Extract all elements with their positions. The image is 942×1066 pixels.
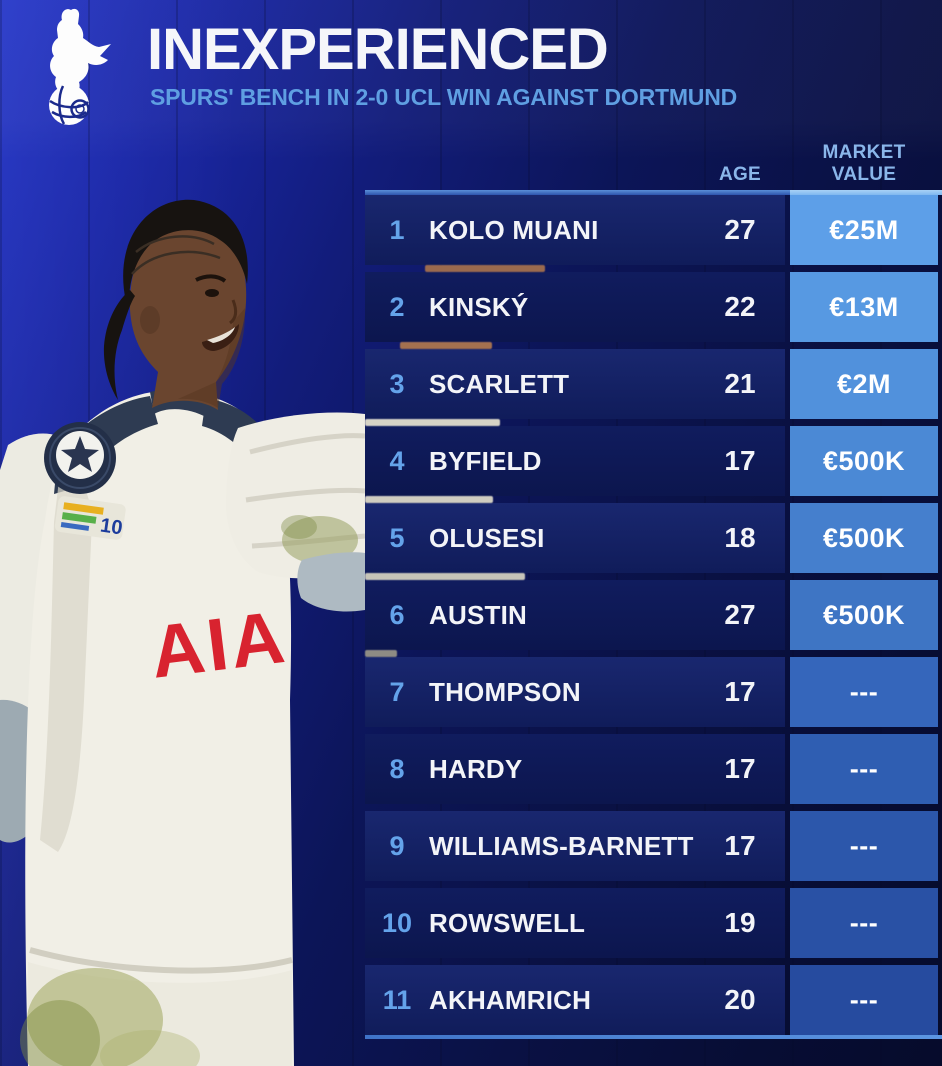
rank-cell: 1: [389, 214, 405, 245]
market-value-cell: €500K: [790, 426, 938, 496]
player-name-cell: KINSKÝ: [429, 291, 529, 322]
market-value-cell: ---: [790, 965, 938, 1035]
player-name-cell: THOMPSON: [429, 676, 581, 707]
rank-cell: 8: [389, 753, 405, 784]
market-value-column-header: MARKET VALUE: [790, 142, 938, 186]
player-name-cell: ROWSWELL: [429, 907, 586, 938]
table-row: 6 AUSTIN 27 €500K: [365, 580, 942, 650]
tottenham-crest-icon: [49, 8, 111, 125]
market-value-header-line2: VALUE: [831, 164, 897, 185]
row-main-section: 9 WILLIAMS-BARNETT 17: [365, 811, 785, 881]
photo-peek-strip: [365, 650, 397, 657]
row-main-section: 11 AKHAMRICH 20: [365, 965, 785, 1035]
row-main-section: 1 KOLO MUANI 27: [365, 195, 785, 265]
market-value-cell: ---: [790, 888, 938, 958]
player-name-cell: AUSTIN: [429, 599, 527, 630]
rank-cell: 2: [389, 291, 405, 322]
market-value-cell: €2M: [790, 349, 938, 419]
row-main-section: 8 HARDY 17: [365, 734, 785, 804]
table-bottom-border: [365, 1035, 942, 1039]
market-value-cell: €25M: [790, 195, 938, 265]
rank-cell: 7: [389, 676, 405, 707]
bench-table: AGE MARKET VALUE 1 KOLO MUANI 27 €25M 2 …: [365, 140, 942, 1039]
age-cell: 27: [724, 599, 756, 630]
rank-cell: 6: [389, 599, 405, 630]
market-value-cell: €13M: [790, 272, 938, 342]
rank-cell: 9: [389, 830, 405, 861]
row-main-section: 7 THOMPSON 17: [365, 657, 785, 727]
row-main-section: 10 ROWSWELL 19: [365, 888, 785, 958]
player-name-cell: KOLO MUANI: [429, 214, 599, 245]
age-cell: 22: [724, 291, 756, 322]
table-row: 1 KOLO MUANI 27 €25M: [365, 195, 942, 265]
row-main-section: 4 BYFIELD 17: [365, 426, 785, 496]
table-top-border: [365, 190, 942, 195]
age-cell: 21: [724, 368, 756, 399]
table-row: 7 THOMPSON 17 ---: [365, 657, 942, 727]
rank-cell: 5: [389, 522, 405, 553]
player-name-cell: HARDY: [429, 753, 523, 784]
table-row: 4 BYFIELD 17 €500K: [365, 426, 942, 496]
table-row: 5 OLUSESI 18 €500K: [365, 503, 942, 573]
table-row: 10 ROWSWELL 19 ---: [365, 888, 942, 958]
table-row: 11 AKHAMRICH 20 ---: [365, 965, 942, 1035]
age-column-header: AGE: [718, 164, 762, 185]
row-main-section: 2 KINSKÝ 22: [365, 272, 785, 342]
svg-text:AIA: AIA: [146, 595, 292, 694]
player-name-cell: BYFIELD: [429, 445, 542, 476]
age-cell: 20: [724, 984, 756, 1015]
age-cell: 17: [724, 445, 756, 476]
market-value-cell: ---: [790, 811, 938, 881]
table-row: 8 HARDY 17 ---: [365, 734, 942, 804]
player-name-cell: SCARLETT: [429, 368, 570, 399]
age-cell: 18: [724, 522, 756, 553]
table-row: 3 SCARLETT 21 €2M: [365, 349, 942, 419]
table-row: 2 KINSKÝ 22 €13M: [365, 272, 942, 342]
market-value-cell: €500K: [790, 580, 938, 650]
svg-text:10: 10: [99, 515, 124, 540]
player-photo: 10 AIA: [0, 199, 365, 1066]
market-value-cell: €500K: [790, 503, 938, 573]
photo-peek-strip: [400, 342, 492, 349]
player-name-cell: OLUSESI: [429, 522, 545, 553]
photo-peek-strip: [365, 573, 525, 580]
photo-peek-strip: [365, 496, 493, 503]
photo-peek-strip: [365, 419, 500, 426]
rank-cell: 4: [389, 445, 405, 476]
table-row: 9 WILLIAMS-BARNETT 17 ---: [365, 811, 942, 881]
row-main-section: 3 SCARLETT 21: [365, 349, 785, 419]
player-name-cell: AKHAMRICH: [429, 984, 592, 1015]
market-value-header-line1: MARKET: [822, 142, 906, 163]
market-value-cell: ---: [790, 734, 938, 804]
rank-cell: 10: [381, 907, 413, 938]
player-name-cell: WILLIAMS-BARNETT: [429, 830, 694, 861]
rank-cell: 3: [389, 368, 405, 399]
row-main-section: 5 OLUSESI 18: [365, 503, 785, 573]
age-cell: 17: [724, 753, 756, 784]
age-cell: 19: [724, 907, 756, 938]
photo-peek-strip: [425, 265, 545, 272]
rank-cell: 11: [382, 984, 412, 1015]
age-cell: 27: [724, 214, 756, 245]
page-title: INEXPERIENCED: [147, 17, 609, 82]
row-main-section: 6 AUSTIN 27: [365, 580, 785, 650]
market-value-cell: ---: [790, 657, 938, 727]
page-subtitle: SPURS' BENCH IN 2-0 UCL WIN AGAINST DORT…: [150, 84, 738, 110]
table-body: 1 KOLO MUANI 27 €25M 2 KINSKÝ 22 €13M 3 …: [365, 195, 942, 1035]
age-cell: 17: [724, 676, 756, 707]
age-cell: 17: [724, 830, 756, 861]
